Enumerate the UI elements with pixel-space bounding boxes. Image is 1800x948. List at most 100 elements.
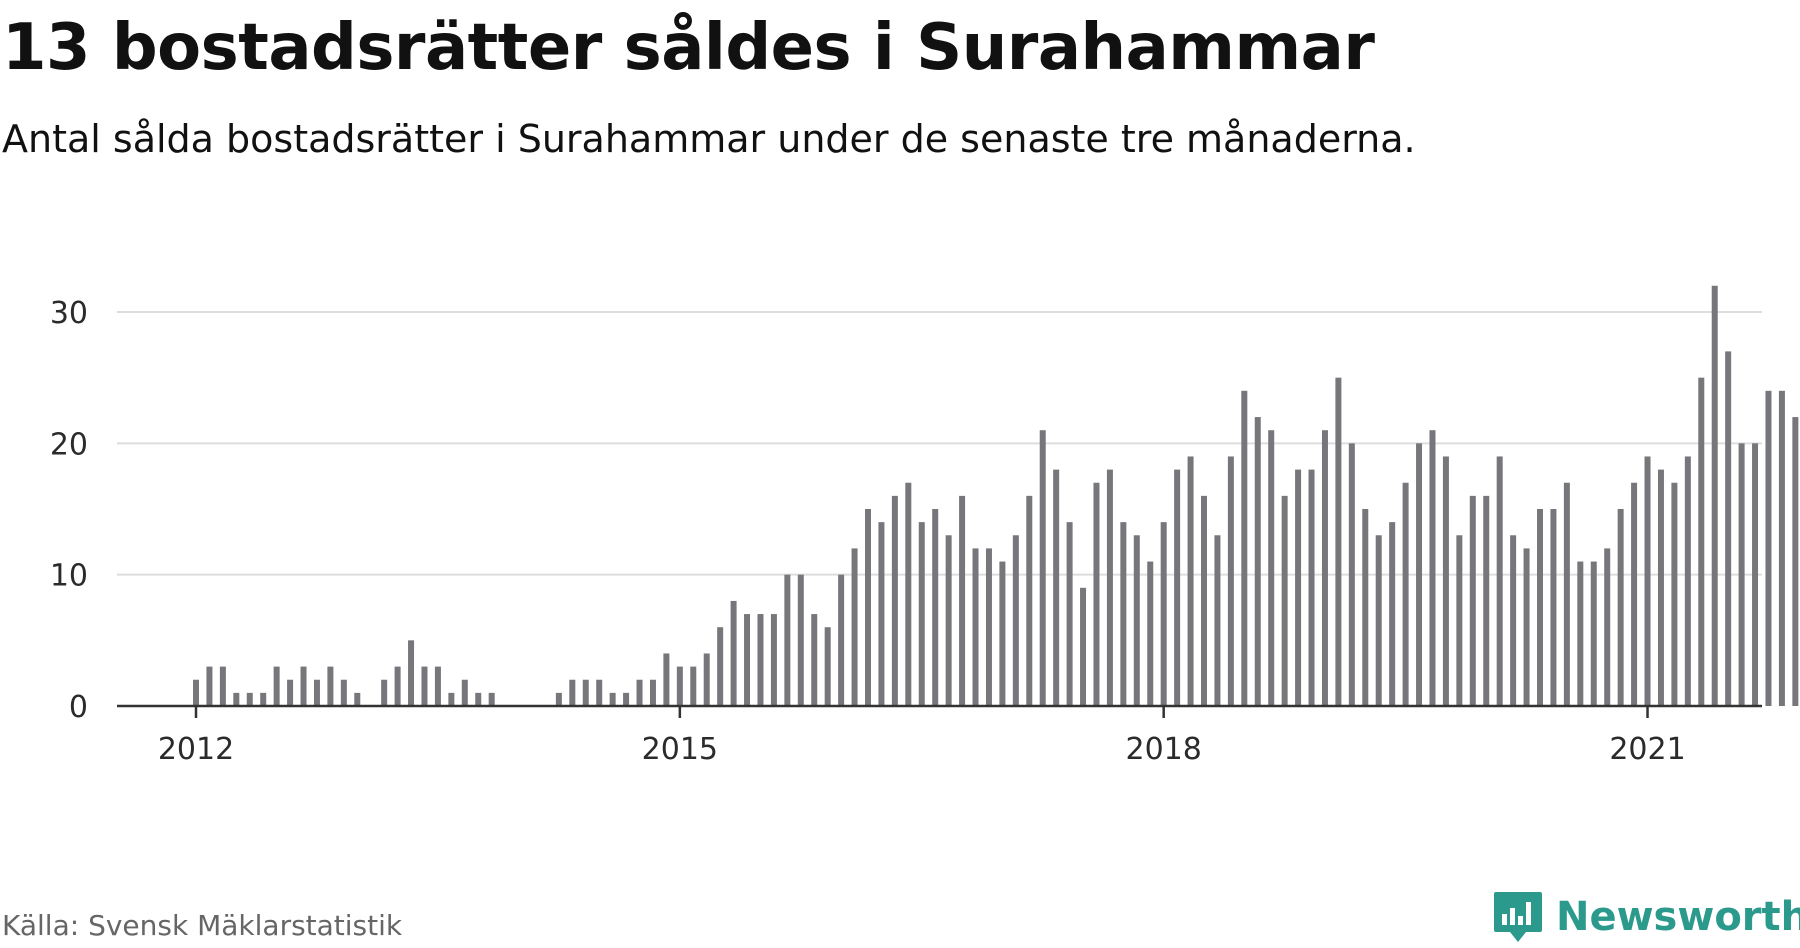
- bar: [636, 679, 643, 706]
- bar: [1456, 535, 1463, 706]
- y-tick-label: 10: [50, 559, 88, 594]
- chart-subtitle: Antal sålda bostadsrätter i Surahammar u…: [2, 117, 1416, 161]
- bars: [193, 285, 1799, 706]
- bar: [233, 692, 240, 706]
- bar: [1080, 587, 1087, 706]
- bar: [1537, 509, 1543, 706]
- bar: [623, 692, 630, 706]
- y-tick-label: 20: [50, 427, 88, 462]
- bar: [300, 666, 307, 706]
- bar: [1550, 509, 1557, 706]
- bar: [878, 522, 885, 706]
- bar: [1752, 443, 1759, 706]
- bar: [1389, 522, 1396, 706]
- bar: [1631, 482, 1638, 706]
- bar: [999, 561, 1006, 706]
- x-axis: [117, 704, 1762, 718]
- bar: [1778, 390, 1785, 706]
- bar: [972, 548, 979, 706]
- bar: [193, 679, 199, 706]
- bar: [596, 679, 603, 706]
- bar: [649, 679, 656, 706]
- bar: [690, 666, 697, 706]
- bar: [1308, 469, 1315, 706]
- bar: [555, 692, 562, 706]
- bar: [663, 653, 670, 706]
- bar: [1671, 482, 1678, 706]
- x-tick-label: 2015: [642, 732, 718, 767]
- bar: [246, 692, 253, 706]
- bar: [1214, 535, 1221, 706]
- bar: [770, 614, 777, 706]
- bar: [891, 495, 898, 706]
- bar: [851, 548, 858, 706]
- bar: [1066, 522, 1073, 706]
- bar: [797, 574, 804, 706]
- bar: [1241, 390, 1248, 706]
- bar: [1268, 430, 1275, 706]
- bar: [1227, 456, 1234, 706]
- bar: [1577, 561, 1584, 706]
- bar: [1026, 495, 1033, 706]
- bar: [959, 495, 966, 706]
- bar: [1563, 482, 1570, 706]
- bar: [609, 692, 616, 706]
- bar: [757, 614, 764, 706]
- bar: [918, 522, 925, 706]
- bar: [1738, 443, 1745, 706]
- bar: [1133, 535, 1140, 706]
- brand-name: Newsworthy: [1556, 894, 1800, 940]
- bar: [1053, 469, 1060, 706]
- bar: [394, 666, 401, 706]
- bar: [1510, 535, 1517, 706]
- bar: [1348, 443, 1355, 706]
- bar: [1254, 417, 1261, 706]
- bar: [1402, 482, 1409, 706]
- bar: [287, 679, 294, 706]
- bar: [811, 614, 818, 706]
- x-axis-labels: 20122015201820212023: [158, 732, 1686, 767]
- bar: [327, 666, 334, 706]
- bar: [905, 482, 912, 706]
- bar: [1617, 509, 1624, 706]
- bar: [945, 535, 952, 706]
- bar: [865, 509, 871, 706]
- x-tick-label: 2012: [158, 732, 234, 767]
- bar: [1160, 522, 1167, 706]
- y-tick-label: 0: [69, 690, 88, 725]
- bar: [676, 666, 683, 706]
- bar: [1106, 469, 1113, 706]
- bar: [1281, 495, 1288, 706]
- chart-title: 13 bostadsrätter såldes i Surahammar: [2, 11, 1375, 85]
- bar: [475, 692, 482, 706]
- bar: [1120, 522, 1127, 706]
- bar: [408, 640, 415, 706]
- newsworthy-logo[interactable]: Newsworthy: [1492, 886, 1800, 948]
- bar: [1093, 482, 1100, 706]
- bar: [932, 509, 939, 706]
- bar: [206, 666, 213, 706]
- x-tick-label: 2018: [1126, 732, 1202, 767]
- bar: [448, 692, 455, 706]
- bar: [461, 679, 468, 706]
- bar: [1523, 548, 1530, 706]
- bar: [273, 666, 280, 706]
- source-note: Källa: Svensk Mäklarstatistik: [2, 909, 403, 942]
- bar: [313, 679, 320, 706]
- x-tick-label: 2021: [1609, 732, 1685, 767]
- bar: [354, 692, 361, 706]
- bar: [1174, 469, 1181, 706]
- bar: [488, 692, 495, 706]
- bar: [838, 574, 845, 706]
- bar: [260, 692, 267, 706]
- bar: [1321, 430, 1328, 706]
- bar: [784, 574, 791, 706]
- bar: [569, 679, 576, 706]
- y-axis-labels: 0 10 20 30: [50, 296, 88, 725]
- bar: [1012, 535, 1019, 706]
- bar: [1590, 561, 1597, 706]
- bar: [1039, 430, 1046, 706]
- bar: [985, 548, 992, 706]
- bar: [1201, 495, 1207, 706]
